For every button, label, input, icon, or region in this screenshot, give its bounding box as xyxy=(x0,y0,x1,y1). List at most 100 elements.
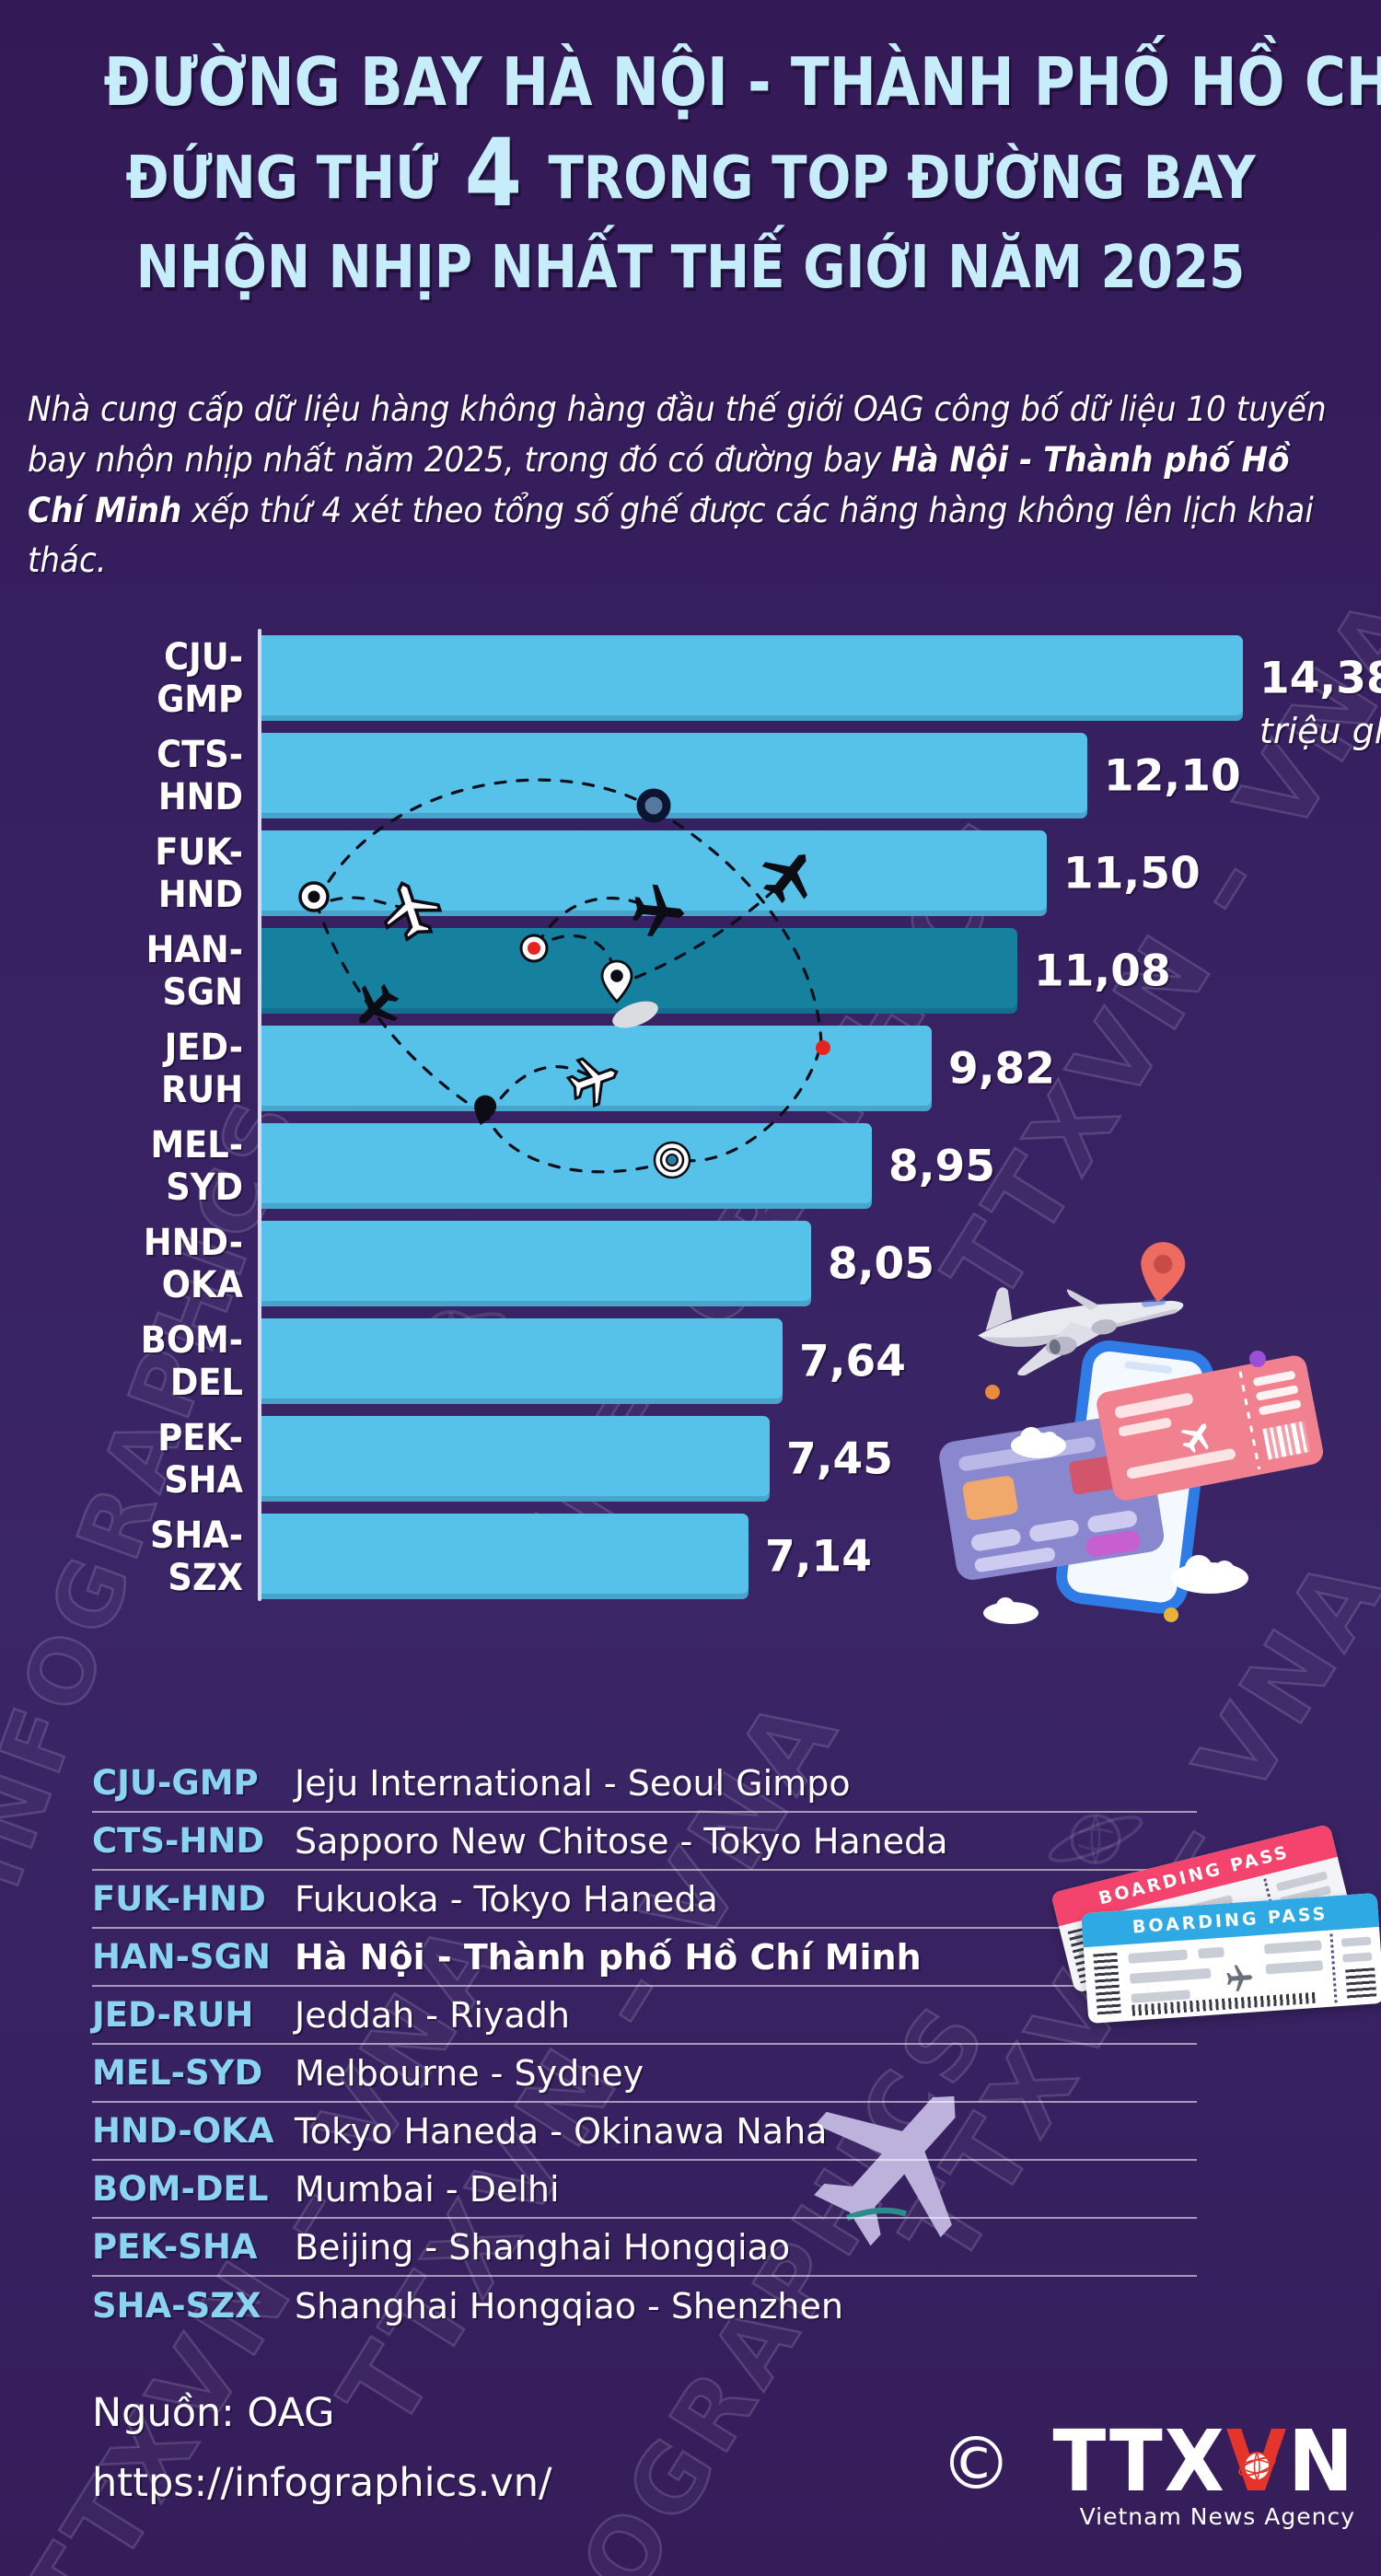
chart-bar xyxy=(261,1026,932,1111)
logo-part1: TTX xyxy=(1052,2412,1226,2511)
chart-bar-value: 11,50 xyxy=(1063,848,1201,899)
chart-unit-label: triệu ghế xyxy=(1259,711,1381,751)
legend-route-name: Hà Nội - Thành phố Hồ Chí Minh xyxy=(295,1936,922,1978)
legend-route-name: Melbourne - Sydney xyxy=(295,2052,644,2094)
logo-accent-letter: V xyxy=(1226,2419,1288,2504)
chart-row: HND-OKA 8,05 xyxy=(81,1221,1370,1306)
chart-row: FUK-HND 11,50 xyxy=(81,830,1370,916)
chart-row: CJU-GMP 14,38 triệu ghế xyxy=(81,635,1381,751)
chart-bar-track: 11,08 xyxy=(261,928,1370,1014)
legend-row: MEL-SYD Melbourne - Sydney xyxy=(92,2045,1197,2103)
ttxvn-logo: © TTXVN Vietnam News Agency xyxy=(940,2412,1355,2531)
legend-route-code: CJU-GMP xyxy=(92,1763,259,1803)
chart-bar xyxy=(261,1416,770,1502)
chart-bar xyxy=(261,1318,783,1404)
chart-bar xyxy=(261,1514,749,1599)
logo-part3: N xyxy=(1288,2412,1355,2511)
plane-icon xyxy=(1225,1964,1254,1992)
legend-route-name: Sapporo New Chitose - Tokyo Haneda xyxy=(295,1820,948,1862)
page-title-line1: ĐƯỜNG BAY HÀ NỘI - THÀNH PHỐ HỒ CHÍ MINH xyxy=(103,43,1381,121)
source-credit: Nguồn: OAG xyxy=(92,2390,335,2436)
chart-bar xyxy=(261,733,1087,818)
copyright-icon: © xyxy=(940,2423,1013,2506)
bar-chart: CJU-GMP 14,38 triệu ghế CTS-HND 12,10 FUK-HND… xyxy=(81,629,1381,1611)
legend-route-name: Shanghai Hongqiao - Shenzhen xyxy=(295,2285,843,2327)
chart-bar xyxy=(261,830,1047,916)
intro-paragraph: Nhà cung cấp dữ liệu hàng không hàng đầu… xyxy=(28,385,1353,586)
chart-bar-value: 9,82 xyxy=(948,1043,1055,1094)
route-legend-table: CJU-GMP Jeju International - Seoul Gimpo C… xyxy=(92,1755,1197,2335)
chart-bar xyxy=(261,635,1243,721)
website-url: https://infographics.vn/ xyxy=(92,2460,552,2506)
legend-route-code: PEK-SHA xyxy=(92,2227,258,2267)
chart-bar xyxy=(261,928,1017,1014)
boarding-pass-blue: BOARDING PASS xyxy=(1081,1892,1381,2025)
logo-wordmark: TTXVN xyxy=(1052,2412,1355,2511)
boarding-passes-illustration: BOARDING PASS BOARDING PASS xyxy=(1050,1823,1381,2048)
chart-row: HAN-SGN 11,08 xyxy=(81,928,1370,1014)
chart-bar xyxy=(261,1123,872,1209)
chart-row: PEK-SHA 7,45 xyxy=(81,1416,1370,1502)
chart-bar-value: 7,64 xyxy=(799,1336,906,1387)
legend-route-name: Tokyo Haneda - Okinawa Naha xyxy=(295,2110,828,2152)
legend-row: HND-OKA Tokyo Haneda - Okinawa Naha xyxy=(92,2103,1197,2161)
chart-row: SHA-SZX 7,14 xyxy=(81,1514,1370,1599)
chart-category-label: PEK-SHA xyxy=(157,1416,243,1502)
legend-row: HAN-SGN Hà Nội - Thành phố Hồ Chí Minh xyxy=(92,1929,1197,1987)
chart-bar-track: 12,10 xyxy=(261,733,1370,818)
chart-bar-value: 7,45 xyxy=(786,1433,893,1484)
chart-bar-value: 14,38 xyxy=(1259,653,1381,703)
legend-route-code: BOM-DEL xyxy=(92,2169,269,2209)
logo-subtitle: Vietnam News Agency xyxy=(1079,2503,1355,2531)
chart-bar-track: 14,38 triệu ghế xyxy=(261,635,1381,751)
chart-bar xyxy=(261,1221,811,1306)
chart-axis-line xyxy=(258,629,261,1601)
legend-row: CJU-GMP Jeju International - Seoul Gimpo xyxy=(92,1755,1197,1813)
legend-route-name: Fukuoka - Tokyo Haneda xyxy=(295,1878,718,1920)
legend-route-code: JED-RUH xyxy=(92,1995,254,2035)
legend-route-name: Jeddah - Riyadh xyxy=(295,1994,571,2036)
logo-block: TTXVN Vietnam News Agency xyxy=(1027,2412,1355,2531)
header: ĐƯỜNG BAY HÀ NỘI - THÀNH PHỐ HỒ CHÍ MINH… xyxy=(0,42,1381,307)
intro-text-before: Nhà cung cấp dữ liệu hàng không hàng đầu… xyxy=(28,389,1327,480)
page-title-line3: NHỘN NHỊP NHẤT THẾ GIỚI NĂM 2025 xyxy=(135,234,1246,303)
chart-bar-track: 8,95 xyxy=(261,1123,1370,1209)
chart-rows: CJU-GMP 14,38 triệu ghế CTS-HND 12,10 FUK-HND… xyxy=(81,635,1381,1599)
chart-category-label: MEL-SYD xyxy=(150,1123,243,1209)
chart-category-label: HAN-SGN xyxy=(145,928,243,1014)
legend-route-name: Mumbai - Delhi xyxy=(295,2168,560,2210)
legend-route-code: FUK-HND xyxy=(92,1879,266,1919)
legend-row: CTS-HND Sapporo New Chitose - Tokyo Haned… xyxy=(92,1813,1197,1871)
logo-globe-icon xyxy=(1238,2451,1276,2481)
chart-row: BOM-DEL 7,64 xyxy=(81,1318,1370,1404)
chart-bar-value: 12,10 xyxy=(1104,750,1241,801)
legend-route-name: Beijing - Shanghai Hongqiao xyxy=(295,2226,791,2268)
chart-bar-track: 11,50 xyxy=(261,830,1370,916)
page-title-line2: ĐỨNG THỨ 4 TRONG TOP ĐƯỜNG BAY xyxy=(83,127,1298,221)
chart-category-label: HND-OKA xyxy=(143,1221,243,1306)
title-rank-number: 4 xyxy=(464,119,523,229)
legend-row: FUK-HND Fukuoka - Tokyo Haneda xyxy=(92,1871,1197,1929)
legend-route-code: HND-OKA xyxy=(92,2111,274,2151)
intro-text-after: xếp thứ 4 xét theo tổng số ghế được các … xyxy=(28,490,1314,581)
chart-category-label: FUK-HND xyxy=(155,830,243,916)
chart-bar-track: 7,64 xyxy=(261,1318,1370,1404)
chart-bar-value: 7,14 xyxy=(765,1531,872,1582)
chart-category-label: JED-RUH xyxy=(160,1026,243,1111)
legend-row: PEK-SHA Beijing - Shanghai Hongqiao xyxy=(92,2219,1197,2277)
legend-route-name: Jeju International - Seoul Gimpo xyxy=(295,1762,851,1804)
legend-route-code: CTS-HND xyxy=(92,1821,265,1861)
legend-route-code: MEL-SYD xyxy=(92,2053,263,2093)
chart-bar-track: 7,14 xyxy=(261,1514,1370,1599)
chart-bar-track: 9,82 xyxy=(261,1026,1370,1111)
chart-row: MEL-SYD 8,95 xyxy=(81,1123,1370,1209)
legend-row: JED-RUH Jeddah - Riyadh xyxy=(92,1987,1197,2045)
chart-bar-value: 8,95 xyxy=(888,1141,995,1191)
chart-category-label: SHA-SZX xyxy=(149,1514,243,1599)
title-rank-suffix: TRONG TOP ĐƯỜNG BAY xyxy=(548,145,1256,214)
chart-row: JED-RUH 9,82 xyxy=(81,1026,1370,1111)
legend-row: SHA-SZX Shanghai Hongqiao - Shenzhen xyxy=(92,2277,1197,2335)
chart-bar-value: 8,05 xyxy=(828,1238,934,1289)
chart-bar-value: 11,08 xyxy=(1034,946,1171,996)
